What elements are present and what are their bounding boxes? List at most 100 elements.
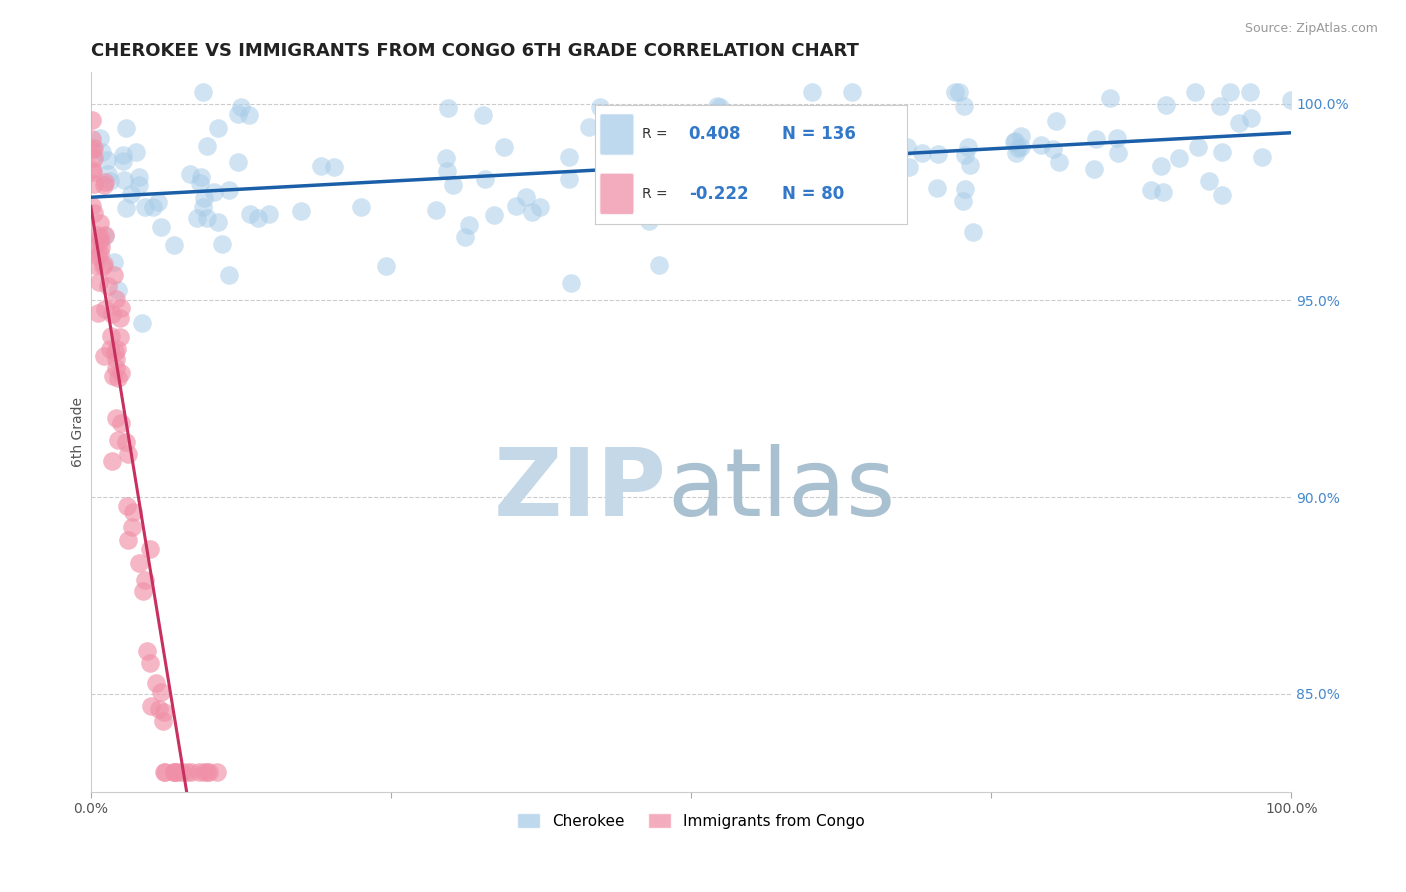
Point	[484, 208, 506, 222]
Point	[211, 237, 233, 252]
Point	[953, 99, 976, 113]
Point	[108, 330, 131, 344]
Point	[152, 765, 174, 780]
Point	[97, 167, 120, 181]
Y-axis label: 6th Grade: 6th Grade	[72, 397, 86, 467]
Point	[959, 158, 981, 172]
Point	[193, 200, 215, 214]
Point	[911, 146, 934, 161]
Point	[619, 135, 641, 149]
Point	[153, 765, 176, 780]
Point	[80, 162, 103, 177]
Point	[90, 240, 112, 254]
Point	[800, 85, 823, 99]
Point	[170, 765, 193, 780]
Point	[187, 765, 209, 780]
Point	[207, 120, 229, 135]
Point	[131, 316, 153, 330]
Point	[104, 351, 127, 366]
Point	[115, 201, 138, 215]
Point	[84, 240, 107, 254]
Point	[115, 435, 138, 450]
Point	[80, 113, 103, 128]
Point	[180, 765, 202, 780]
Point	[1239, 85, 1261, 99]
Point	[195, 211, 218, 226]
Point	[578, 120, 600, 135]
Point	[636, 127, 658, 141]
Point	[89, 230, 111, 244]
Point	[453, 229, 475, 244]
Point	[193, 765, 215, 780]
Point	[110, 416, 132, 430]
Point	[718, 166, 741, 180]
Point	[115, 499, 138, 513]
Point	[471, 108, 494, 122]
Point	[96, 153, 118, 167]
Point	[89, 234, 111, 248]
Point	[195, 139, 218, 153]
Point	[190, 169, 212, 184]
Point	[179, 167, 201, 181]
Text: Source: ZipAtlas.com: Source: ZipAtlas.com	[1244, 22, 1378, 36]
Point	[162, 237, 184, 252]
Point	[89, 246, 111, 260]
Point	[110, 301, 132, 316]
Point	[105, 360, 128, 375]
Point	[560, 276, 582, 290]
Point	[152, 705, 174, 719]
Point	[589, 100, 612, 114]
Point	[138, 542, 160, 557]
Point	[103, 268, 125, 282]
Point	[226, 155, 249, 169]
Point	[1156, 97, 1178, 112]
Point	[117, 447, 139, 461]
Point	[948, 85, 970, 99]
Point	[1240, 112, 1263, 126]
Point	[814, 136, 837, 151]
Point	[205, 765, 228, 780]
Point	[1211, 188, 1233, 202]
Point	[198, 765, 221, 780]
Point	[1098, 91, 1121, 105]
Point	[218, 183, 240, 197]
Point	[558, 172, 581, 186]
Point	[100, 174, 122, 188]
Point	[441, 178, 464, 192]
Point	[105, 343, 128, 357]
Point	[1042, 142, 1064, 156]
Point	[1010, 140, 1032, 154]
Point	[945, 85, 967, 99]
Point	[425, 202, 447, 217]
Text: atlas: atlas	[666, 443, 896, 536]
Point	[82, 143, 104, 157]
Point	[104, 292, 127, 306]
Point	[436, 164, 458, 178]
Point	[713, 207, 735, 221]
Point	[94, 175, 117, 189]
Point	[91, 259, 114, 273]
Point	[1045, 114, 1067, 128]
Point	[112, 148, 135, 162]
Point	[1047, 155, 1070, 169]
Point	[458, 218, 481, 232]
Point	[93, 178, 115, 192]
Point	[112, 173, 135, 187]
Point	[89, 131, 111, 145]
Point	[952, 194, 974, 208]
Point	[89, 275, 111, 289]
Point	[741, 151, 763, 165]
Point	[101, 453, 124, 467]
Point	[505, 199, 527, 213]
Point	[1002, 136, 1025, 150]
Point	[101, 307, 124, 321]
Point	[121, 505, 143, 519]
Point	[176, 765, 198, 780]
Point	[125, 145, 148, 159]
Point	[87, 306, 110, 320]
Point	[927, 147, 949, 161]
Point	[1184, 85, 1206, 99]
Point	[163, 765, 186, 780]
Point	[93, 349, 115, 363]
Point	[474, 171, 496, 186]
